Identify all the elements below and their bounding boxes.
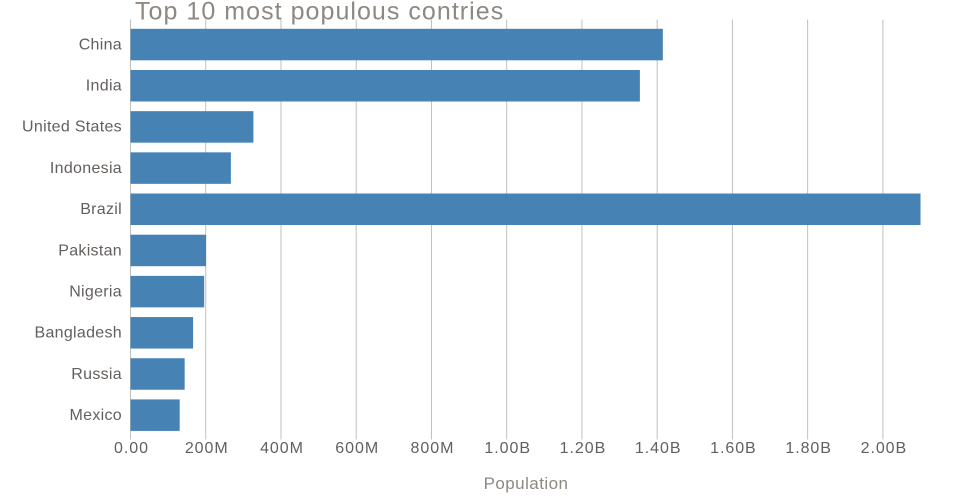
svg-text:Bangladesh: Bangladesh <box>34 325 122 342</box>
svg-text:Brazil: Brazil <box>80 201 122 218</box>
svg-text:Mexico: Mexico <box>70 407 122 424</box>
svg-text:400M: 400M <box>260 440 304 457</box>
svg-text:1.80B: 1.80B <box>785 440 832 457</box>
svg-text:China: China <box>79 36 122 53</box>
svg-text:India: India <box>86 78 122 95</box>
svg-text:Indonesia: Indonesia <box>50 160 122 177</box>
svg-text:Population: Population <box>484 474 569 493</box>
svg-text:1.40B: 1.40B <box>635 440 682 457</box>
svg-text:Pakistan: Pakistan <box>58 242 122 259</box>
svg-text:0.00: 0.00 <box>114 440 149 457</box>
svg-text:800M: 800M <box>411 440 455 457</box>
svg-text:2.00B: 2.00B <box>861 440 908 457</box>
svg-text:1.60B: 1.60B <box>710 440 757 457</box>
svg-text:United States: United States <box>22 119 122 136</box>
svg-text:200M: 200M <box>185 440 229 457</box>
svg-text:Nigeria: Nigeria <box>69 283 122 300</box>
svg-text:1.20B: 1.20B <box>560 440 607 457</box>
svg-text:1.00B: 1.00B <box>484 440 531 457</box>
svg-text:Top 10 most populous contries: Top 10 most populous contries <box>135 0 504 25</box>
svg-text:Russia: Russia <box>71 366 122 383</box>
svg-text:600M: 600M <box>335 440 379 457</box>
